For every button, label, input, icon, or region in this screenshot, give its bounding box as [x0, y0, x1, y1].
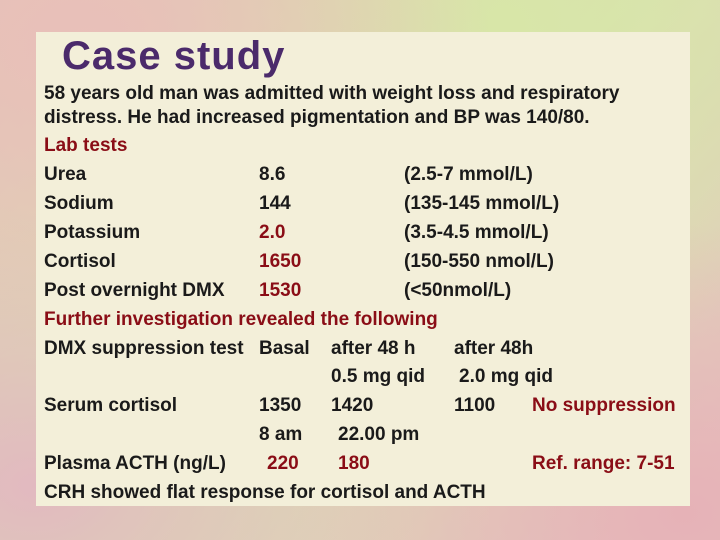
time-label-2: 22.00 pm [338, 424, 420, 445]
lab-name-post-overnight-dmx: Post overnight DMX [44, 280, 225, 301]
time-label-1: 8 am [259, 424, 303, 445]
serum-cortisol-basal: 1350 [259, 395, 302, 416]
lab-value-cortisol: 1650 [259, 251, 302, 272]
dmx-after-48h-header-1: after 48 h [331, 338, 416, 359]
dose-label-2: 2.0 mg qid [459, 366, 553, 387]
serum-cortisol-value-2: 1100 [454, 395, 496, 416]
lab-value-sodium: 144 [259, 193, 291, 214]
dmx-after-48h-header-2: after 48h [454, 338, 534, 359]
plasma-acth-value-2: 180 [338, 453, 370, 474]
crh-response-line: CRH showed flat response for cortisol an… [44, 482, 486, 503]
content-panel [36, 32, 690, 506]
serum-cortisol-value-1: 1420 [331, 395, 374, 416]
lab-value-urea: 8.6 [259, 164, 286, 185]
lab-range-post-overnight-dmx: (<50nmol/L) [404, 280, 512, 301]
lab-range-sodium: (135-145 mmol/L) [404, 193, 560, 214]
serum-cortisol-label: Serum cortisol [44, 395, 178, 416]
intro-line-1: 58 years old man was admitted with weigh… [44, 83, 620, 104]
lab-range-potassium: (3.5-4.5 mmol/L) [404, 222, 549, 243]
lab-name-sodium: Sodium [44, 193, 114, 214]
no-suppression-note: No suppression [532, 395, 676, 416]
lab-name-potassium: Potassium [44, 222, 141, 243]
intro-line-2: distress. He had increased pigmentation … [44, 107, 590, 128]
acth-reference-range: Ref. range: 7-51 [532, 453, 675, 474]
dmx-suppression-label: DMX suppression test [44, 338, 244, 359]
slide-title: Case study [62, 34, 286, 78]
lab-value-potassium: 2.0 [259, 222, 286, 243]
lab-name-urea: Urea [44, 164, 87, 185]
lab-tests-heading: Lab tests [44, 135, 128, 156]
plasma-acth-value-1: 220 [267, 453, 299, 474]
lab-value-post-overnight-dmx: 1530 [259, 280, 302, 301]
lab-range-cortisol: (150-550 nmol/L) [404, 251, 554, 272]
lab-range-urea: (2.5-7 mmol/L) [404, 164, 533, 185]
further-investigation-heading: Further investigation revealed the follo… [44, 309, 438, 330]
dmx-basal-header: Basal [259, 338, 310, 359]
dose-label-1: 0.5 mg qid [331, 366, 425, 387]
plasma-acth-label: Plasma ACTH (ng/L) [44, 453, 226, 474]
lab-name-cortisol: Cortisol [44, 251, 116, 272]
